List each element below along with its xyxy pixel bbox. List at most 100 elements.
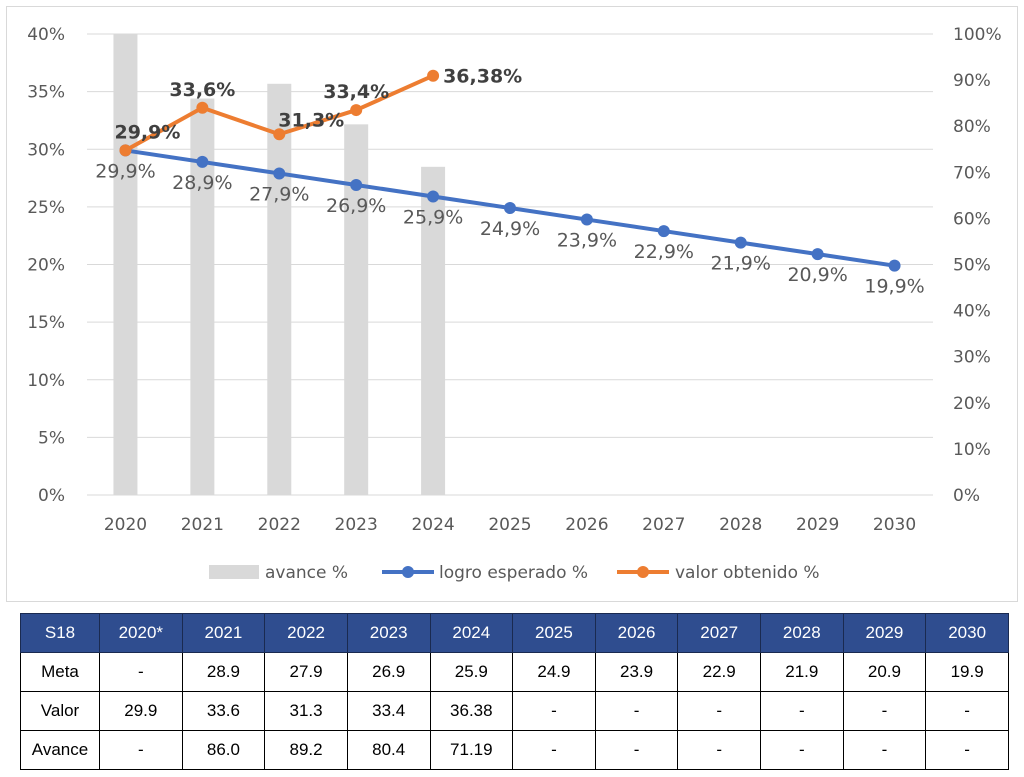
- data-point: [119, 144, 132, 157]
- table-cell: -: [512, 691, 596, 731]
- data-label: 20,9%: [787, 264, 847, 286]
- table-cell: -: [594, 691, 679, 731]
- table-header-row: S18 2020* 2021 2022 2023 2024 2025 2026 2027 2028…: [20, 613, 1009, 653]
- y-right-tick-label: 70%: [953, 163, 991, 183]
- data-point: [350, 104, 363, 117]
- y-left-tick-label: 20%: [27, 256, 65, 276]
- x-tick-label: 2022: [258, 515, 301, 535]
- table-cell: 33.4: [346, 691, 431, 731]
- x-tick-label: 2029: [796, 515, 839, 535]
- table-header-cell: 2030: [925, 613, 1009, 653]
- x-tick-label: 2027: [642, 515, 685, 535]
- y-right-tick-label: 20%: [953, 394, 991, 414]
- data-point: [888, 259, 901, 272]
- table-cell: -: [677, 730, 761, 770]
- data-point: [811, 248, 824, 261]
- row-label-cell: Meta: [20, 652, 100, 692]
- x-tick-label: 2021: [181, 515, 224, 535]
- table-cell: 24.9: [512, 652, 596, 692]
- data-point: [196, 155, 209, 168]
- table-row: Avance -86.0 89.2 80.4 71.19- - - - - -: [20, 730, 1009, 770]
- table-header-cell: 2027: [677, 613, 761, 653]
- data-point: [580, 213, 593, 226]
- table-cell: -: [594, 730, 679, 770]
- y-right-tick-label: 100%: [953, 25, 1002, 45]
- legend-swatch-avance: [209, 565, 259, 579]
- y-right-tick-label: 0%: [953, 486, 980, 506]
- x-tick-label: 2026: [565, 515, 608, 535]
- table-header-cell: 2025: [512, 613, 596, 653]
- data-point: [504, 202, 516, 215]
- data-table: S18 2020* 2021 2022 2023 2024 2025 2026 2027 2028…: [20, 613, 1009, 770]
- table-cell: -: [925, 730, 1009, 770]
- table-cell: 89.2: [264, 730, 348, 770]
- table-cell: 80.4: [346, 730, 431, 770]
- data-label: 33,4%: [323, 81, 389, 103]
- table-row: Valor 29.9 33.6 31.3 33.4 36.38- - - - - -: [20, 691, 1009, 731]
- data-point: [273, 167, 286, 180]
- y-right-tick-label: 40%: [953, 302, 991, 322]
- table-row: Meta -28.9 27.9 26.9 25.9 24.9 23.9 22.9 21.9 20.…: [20, 652, 1009, 692]
- table-header-cell: 2026: [594, 613, 679, 653]
- y-right-tick-label: 30%: [953, 348, 991, 368]
- y-left-tick-label: 25%: [27, 198, 65, 218]
- table-cell: -: [677, 691, 761, 731]
- data-label: 25,9%: [403, 207, 463, 229]
- combo-chart: 0% 5% 10% 15% 20% 25% 30% 35% 40% 0% 10% 20% 30% 40% 5…: [27, 25, 1002, 583]
- data-label: 27,9%: [249, 183, 309, 205]
- data-point: [273, 128, 286, 141]
- data-label: 23,9%: [557, 230, 617, 252]
- table-cell: 86.0: [181, 730, 266, 770]
- x-tick-label: 2028: [719, 515, 762, 535]
- data-point: [657, 225, 670, 238]
- x-tick-label: 2023: [335, 515, 378, 535]
- data-label: 29,9%: [114, 121, 180, 143]
- x-tick-label: 2030: [873, 515, 916, 535]
- data-point: [734, 236, 747, 249]
- table-header-cell: 2028: [760, 613, 844, 653]
- y-left-tick-label: 35%: [27, 83, 65, 103]
- table-cell: 28.9: [181, 652, 266, 692]
- y-right-tick-label: 90%: [953, 71, 991, 91]
- bar: [267, 83, 292, 496]
- y-left-tick-label: 30%: [27, 140, 65, 160]
- table-cell: -: [842, 691, 927, 731]
- table-cell: 31.3: [264, 691, 348, 731]
- table-cell: 25.9: [429, 652, 514, 692]
- table-cell: 22.9: [677, 652, 761, 692]
- table-cell: -: [842, 730, 927, 770]
- y-left-tick-label: 40%: [27, 25, 65, 45]
- table-header-cell: 2021: [181, 613, 266, 653]
- x-tick-label: 2020: [104, 515, 147, 535]
- data-point: [427, 69, 440, 82]
- y-right-tick-label: 10%: [953, 440, 991, 460]
- legend-marker: [637, 566, 649, 578]
- legend-label: valor obtenido %: [675, 563, 820, 583]
- table-cell: 21.9: [760, 652, 844, 692]
- data-point: [350, 178, 363, 191]
- data-label: 22,9%: [634, 241, 694, 263]
- y-left-tick-label: 0%: [38, 486, 65, 506]
- row-label-cell: Avance: [20, 730, 100, 770]
- data-label: 26,9%: [326, 195, 386, 217]
- bar: [421, 166, 446, 496]
- table-cell: 23.9: [594, 652, 679, 692]
- table-cell: 33.6: [181, 691, 266, 731]
- table-cell: 19.9: [925, 652, 1009, 692]
- table-cell: 36.38: [429, 691, 514, 731]
- table-cell: -: [512, 730, 596, 770]
- data-label: 36,38%: [443, 66, 522, 88]
- table-cell: 71.19: [429, 730, 514, 770]
- y-left-tick-label: 10%: [27, 371, 65, 391]
- data-label: 31,3%: [278, 109, 344, 131]
- table-header-cell: 2029: [842, 613, 927, 653]
- table-header-cell: 2023: [346, 613, 431, 653]
- data-label: 28,9%: [172, 172, 232, 194]
- data-label: 29,9%: [95, 160, 155, 182]
- table-header-cell: S18: [20, 613, 100, 653]
- y-left-tick-label: 5%: [38, 428, 65, 448]
- chart-frame: 0% 5% 10% 15% 20% 25% 30% 35% 40% 0% 10% 20% 30% 40% 5…: [6, 6, 1018, 602]
- y-right-tick-label: 50%: [953, 256, 991, 276]
- legend-marker: [402, 566, 414, 578]
- table-cell: 20.9: [842, 652, 927, 692]
